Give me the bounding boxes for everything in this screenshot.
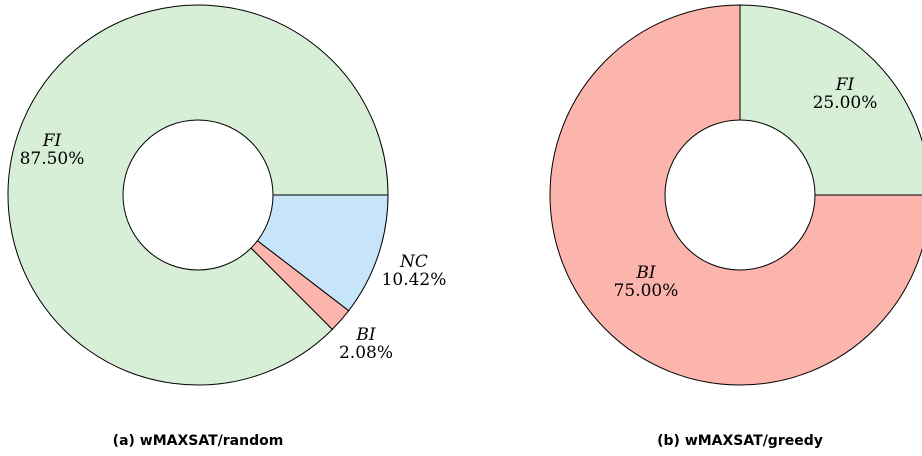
donut-hole-greedy [664, 119, 816, 271]
slice-value-nc-random: 10.42% [382, 270, 447, 290]
caption-greedy: (b) wMAXSAT/greedy [657, 433, 823, 449]
slice-name-bi-random: BI [355, 325, 375, 345]
slice-name-fi-greedy: FI [835, 75, 855, 95]
slice-name-nc-random: NC [399, 252, 428, 272]
caption-random: (a) wMAXSAT/random [113, 433, 284, 449]
slice-value-fi-greedy: 25.00% [813, 93, 878, 113]
slice-value-bi-greedy: 75.00% [614, 281, 679, 301]
slice-value-bi-random: 2.08% [339, 343, 393, 363]
donut-hole-random [122, 119, 274, 271]
slice-name-bi-greedy: BI [635, 263, 655, 283]
slice-value-fi-random: 87.50% [20, 149, 85, 169]
slice-name-fi-random: FI [42, 131, 62, 151]
